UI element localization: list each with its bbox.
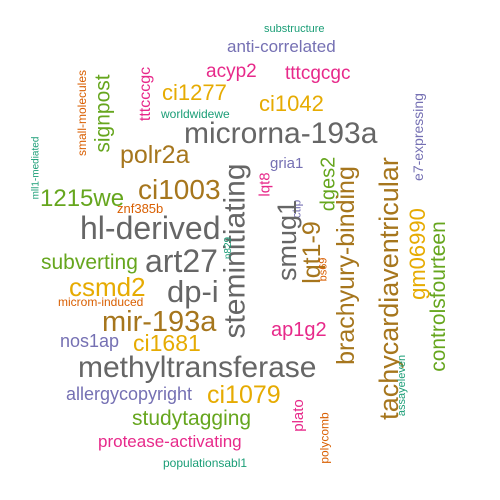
word-ci1042: ci1042 xyxy=(259,91,324,116)
word-tttcgcgc: tttcgcgc xyxy=(285,63,351,84)
word-protease-activating: protease-activating xyxy=(98,432,242,451)
word-subverting: subverting xyxy=(41,251,138,274)
word-tttcccgc: tttcccgc xyxy=(137,66,155,122)
word-gm06990: gm06990 xyxy=(404,208,430,300)
word-dp-i: dp-i xyxy=(167,274,219,309)
word-ci1003: ci1003 xyxy=(138,174,221,205)
word-studytagging: studytagging xyxy=(132,407,252,430)
word-allergycopyright: allergycopyright xyxy=(66,384,193,404)
word-1215we: 1215we xyxy=(40,185,125,212)
word-bs69: bs69 xyxy=(317,257,330,282)
word-n829: n829 xyxy=(223,236,235,260)
word-csmd2: csmd2 xyxy=(69,272,146,302)
word-microrna-193a: microrna-193a xyxy=(184,117,378,150)
word-signpost: signpost xyxy=(91,74,115,153)
word-controlsfourteen: controlsfourteen xyxy=(426,221,450,372)
word-mir-193a: mir-193a xyxy=(102,306,217,338)
word-small-molecules: small-molecules xyxy=(75,69,90,157)
word-polycomb: polycomb xyxy=(317,412,332,464)
word-anti-correlated: anti-correlated xyxy=(227,37,336,56)
word-plato: plato xyxy=(289,399,307,432)
word-brachyury-binding: brachyury-binding xyxy=(331,166,360,365)
word-substructure: substructure xyxy=(264,23,325,35)
word-nos1ap: nos1ap xyxy=(60,331,120,351)
word-microm-induced: microm-induced xyxy=(58,295,144,309)
word-art27: art27 xyxy=(145,243,218,279)
word-worldwidewe: worldwidewe xyxy=(161,107,230,121)
word-ci1277: ci1277 xyxy=(162,80,227,105)
word-populationsabl1: populationsabl1 xyxy=(163,456,248,470)
word-polr2a: polr2a xyxy=(120,141,190,169)
word-znf385b: znf385b xyxy=(117,201,164,216)
word-ap1g2: ap1g2 xyxy=(271,319,327,341)
word-e7-expressing: e7-expressing xyxy=(409,93,426,181)
word-gria1: gria1 xyxy=(270,155,304,172)
word-ci1079: ci1079 xyxy=(207,381,281,409)
word-assayeleven: assayeleven xyxy=(396,354,409,417)
word-lqt8: lqt8 xyxy=(256,172,274,197)
word-ci1681: ci1681 xyxy=(133,330,201,356)
word-methyltransferase: methyltransferase xyxy=(78,351,317,384)
word-acyp2: acyp2 xyxy=(206,61,257,82)
word-hl-derived: hl-derived xyxy=(80,210,221,246)
